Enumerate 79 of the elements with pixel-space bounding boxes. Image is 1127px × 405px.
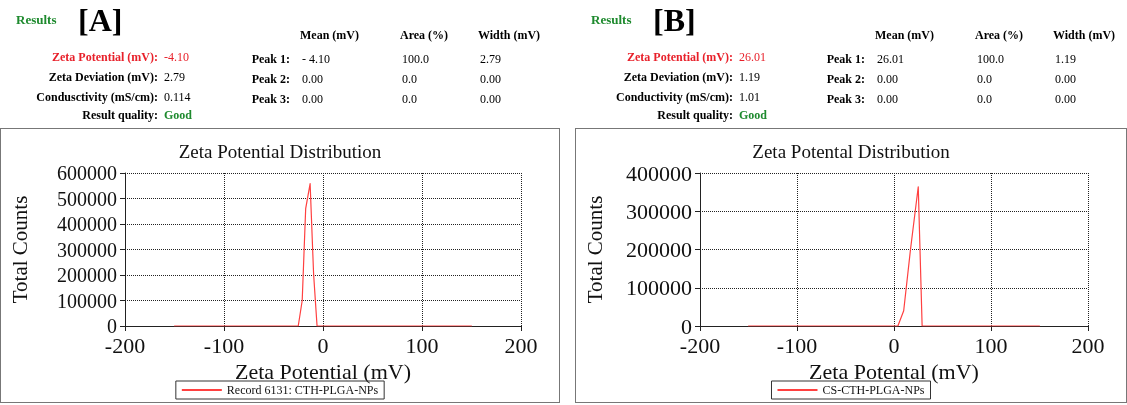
text: [B] (653, 2, 696, 39)
x-tick-label: 100 (405, 332, 439, 358)
text: 0.00 (302, 92, 323, 107)
x-tick-label: -100 (776, 332, 818, 358)
text: 0.00 (877, 72, 898, 87)
y-tick-label: 200000 (57, 264, 117, 286)
text: Peak 2: (826, 72, 865, 87)
text: Peak 3: (826, 92, 865, 107)
text: 1.01 (739, 90, 760, 105)
line-series (173, 183, 473, 327)
text: -4.10 (164, 50, 189, 65)
text: Result quality: (657, 108, 733, 123)
x-tick-label: -100 (203, 332, 245, 358)
text: 0.00 (480, 92, 501, 107)
x-tick-label: 200 (1071, 332, 1105, 358)
text: [A] (78, 2, 123, 39)
text: 0.00 (480, 72, 501, 87)
text: 0.114 (164, 90, 191, 105)
text: Conductivity (mS/cm): (616, 90, 733, 105)
text: Area (%) (975, 28, 1024, 43)
text: 100.0 (402, 52, 429, 67)
text: 100.0 (977, 52, 1004, 67)
text: Condusctivity (mS/cm): (36, 90, 158, 105)
y-tick-label: 600000 (57, 162, 117, 184)
x-axis-title: Zeta Potental (mV) (809, 359, 979, 385)
legend-label: Record 6131: CTH-PLGA-NPs (226, 383, 379, 397)
y-tick-label: 0 (681, 313, 692, 339)
y-tick-label: 100000 (57, 289, 117, 312)
y-axis-title: Total Counts (582, 195, 607, 304)
text: Mean (mV) (875, 28, 934, 43)
chart-title: Zeta Potential Distribution (178, 141, 382, 162)
text: - 4.10 (302, 52, 330, 67)
text: Width (mV) (478, 28, 541, 43)
text: Good (739, 108, 768, 123)
text: Peak 1: (251, 52, 290, 67)
line-series (747, 186, 1041, 327)
text: Zeta Potential (mV): (627, 50, 733, 65)
text: 0.00 (1055, 72, 1076, 87)
text: 0.0 (977, 72, 992, 87)
text: 0.0 (977, 92, 992, 107)
text: Width (mV) (1053, 28, 1116, 43)
text: 1.19 (739, 70, 760, 85)
text: 26.01 (739, 50, 766, 65)
y-tick-label: 300000 (626, 198, 692, 224)
y-tick-label: 200000 (626, 237, 692, 262)
x-tick-label: 100 (974, 332, 1008, 358)
text: 1.19 (1055, 52, 1076, 67)
y-tick-label: 400000 (626, 160, 692, 186)
text: 26.01 (877, 52, 904, 67)
text: Zeta Potential (mV): (52, 50, 158, 65)
y-tick-label: 400000 (57, 213, 117, 235)
text: Peak 3: (251, 92, 290, 107)
text: Good (164, 108, 193, 123)
legend-label: CS-CTH-PLGA-NPs (822, 383, 925, 397)
y-tick-label: 500000 (57, 187, 117, 210)
text: 2.79 (480, 52, 501, 67)
text: Results (16, 12, 57, 28)
y-tick-label: 100000 (626, 275, 692, 301)
text: Area (%) (400, 28, 449, 43)
x-tick-label: 0 (888, 332, 900, 358)
y-tick-label: 300000 (57, 238, 117, 261)
text: Peak 2: (251, 72, 290, 87)
y-axis-title: Total Counts (7, 195, 32, 304)
x-tick-label: 200 (504, 332, 538, 358)
text: 0.00 (302, 72, 323, 87)
chart-title: Zeta Potental Distribution (752, 141, 951, 162)
text: 0.00 (877, 92, 898, 107)
text: 0.0 (402, 92, 417, 107)
x-tick-label: 0 (317, 332, 329, 358)
text: Results (591, 12, 632, 28)
text: Zeta Deviation (mV): (623, 70, 733, 85)
text: Result quality: (82, 108, 158, 123)
text: Mean (mV) (300, 28, 359, 43)
text: 0.00 (1055, 92, 1076, 107)
text: 0.0 (402, 72, 417, 87)
text: 2.79 (164, 70, 185, 85)
x-axis-title: Zeta Potential (mV) (235, 359, 411, 385)
text: Zeta Deviation (mV): (48, 70, 158, 85)
text: Peak 1: (826, 52, 865, 67)
